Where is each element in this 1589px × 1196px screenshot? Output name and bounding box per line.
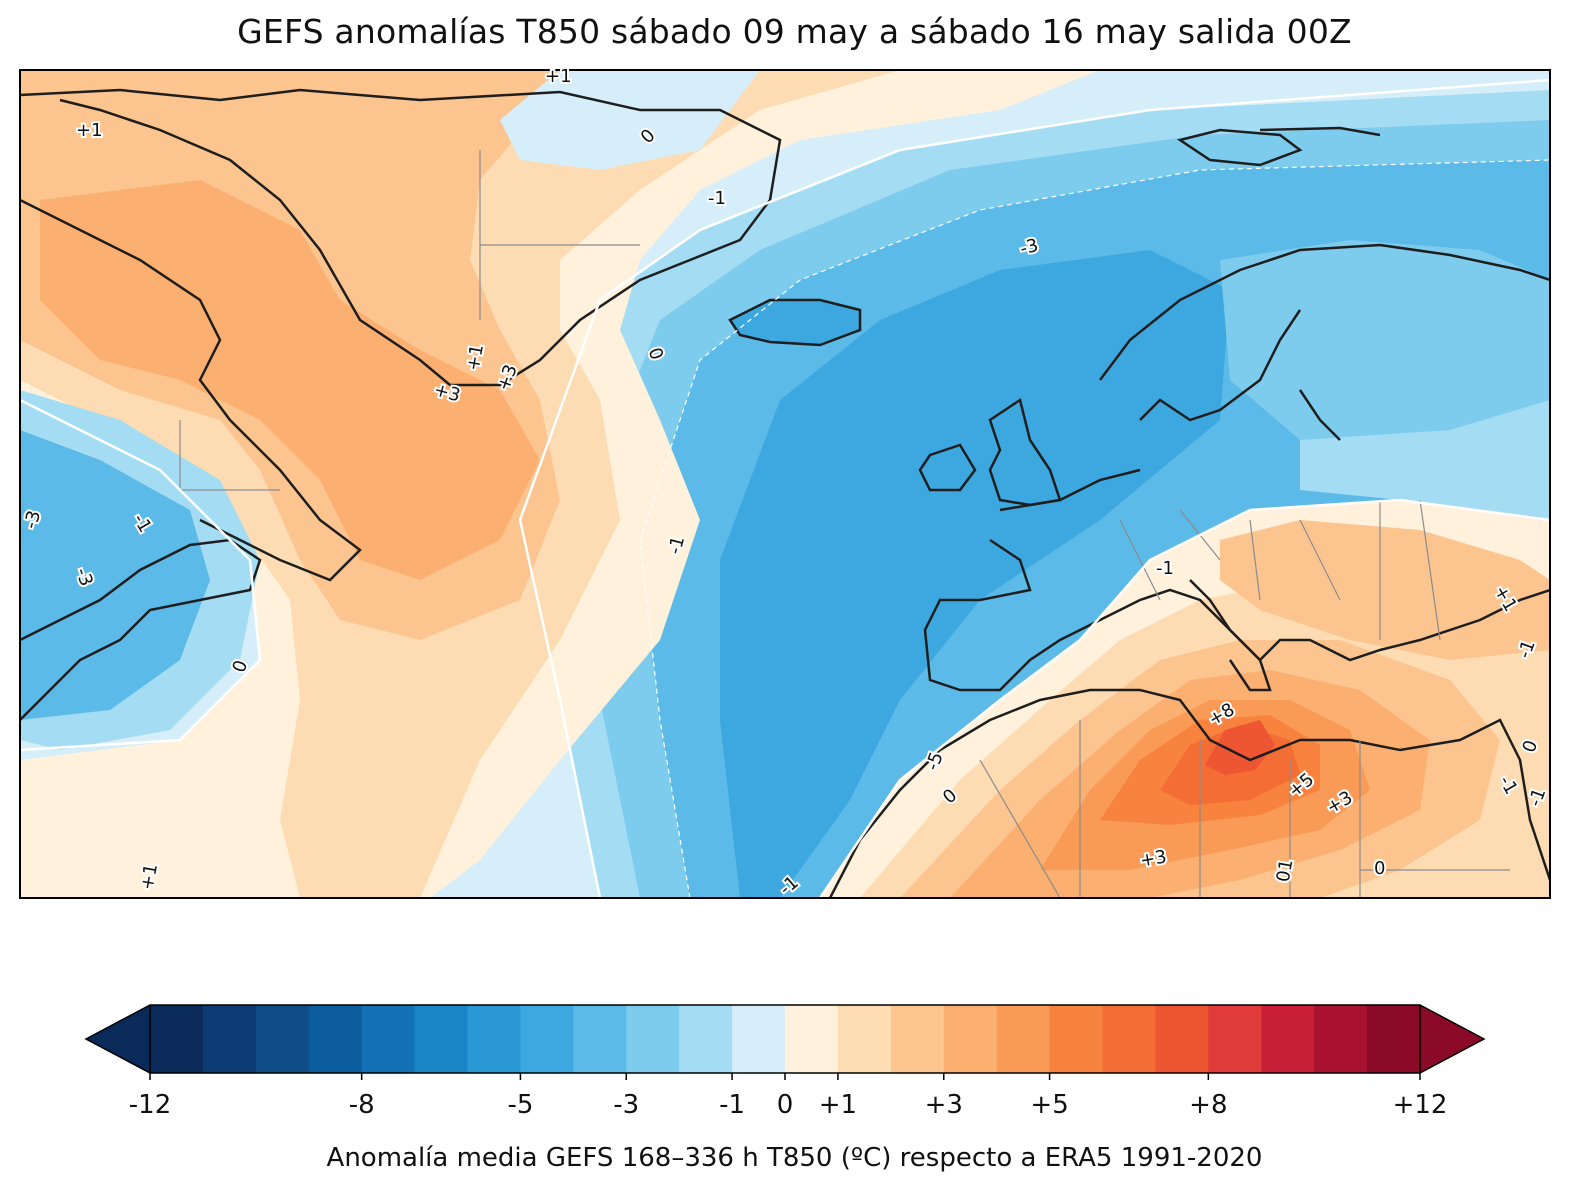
colorbar-tick-label: -12 bbox=[129, 1090, 171, 1120]
colorbar-cell bbox=[361, 1005, 416, 1073]
contour-minus3 bbox=[639, 159, 1550, 898]
colorbar-cell bbox=[1261, 1005, 1315, 1073]
colorbar-cell bbox=[837, 1005, 892, 1073]
colorbar-tick-label: -1 bbox=[719, 1090, 745, 1120]
colorbar-ticks: -12 -8 -5 -3 -1 0 +1 +3 +5 +8 +12 bbox=[129, 1073, 1448, 1120]
coastline-svalbard bbox=[1176, 126, 1381, 167]
colorbar-cell bbox=[414, 1005, 469, 1073]
colorbar-cell bbox=[150, 1005, 204, 1073]
colorbar-arrow-left bbox=[86, 1005, 150, 1073]
colorbar-cell bbox=[255, 1005, 310, 1073]
borders bbox=[179, 150, 1510, 898]
colorbar-tick-label: -3 bbox=[613, 1090, 639, 1120]
anomaly-area-minus-scandinavia bbox=[1220, 240, 1550, 450]
colorbar-cell bbox=[308, 1005, 363, 1073]
coastline-italy bbox=[1189, 579, 1272, 692]
contour-label: -1 bbox=[1156, 558, 1174, 579]
colorbar-cell bbox=[202, 1005, 257, 1073]
coastline-europe bbox=[923, 468, 1550, 692]
coastline-scandinavia bbox=[1099, 243, 1550, 441]
coastline-baffin bbox=[20, 198, 362, 582]
colorbar-cell bbox=[1367, 1005, 1421, 1073]
coastline-iceland bbox=[728, 298, 862, 347]
contour-zero bbox=[20, 78, 1550, 898]
colorbar-tick-label: +12 bbox=[1393, 1090, 1448, 1120]
colorbar-tick-label: -5 bbox=[507, 1090, 533, 1120]
colorbar-cell bbox=[785, 1005, 839, 1073]
colorbar-cell bbox=[520, 1005, 574, 1073]
colorbar-cell bbox=[573, 1005, 627, 1073]
colorbar-outline-left bbox=[84, 1004, 151, 1074]
coastline-north-america bbox=[20, 538, 262, 721]
colorbar-cell bbox=[1049, 1005, 1104, 1073]
colorbar-label: Anomalía media GEFS 168–336 h T850 (ºC) … bbox=[326, 1143, 1263, 1173]
anomaly-area-plus8-south bbox=[1205, 720, 1275, 775]
colorbar-cell bbox=[732, 1005, 786, 1073]
colorbar-tick-label: 0 bbox=[777, 1090, 794, 1120]
anomaly-area-minus-east bbox=[1300, 400, 1550, 520]
colorbar-cell bbox=[467, 1005, 522, 1073]
map-title: GEFS anomalías T850 sábado 09 may a sába… bbox=[237, 12, 1352, 51]
colorbar-tick-label: +1 bbox=[819, 1090, 857, 1120]
colorbar-cell bbox=[1155, 1005, 1209, 1073]
contour-label: 0 bbox=[1374, 858, 1385, 879]
colorbar-arrow-right bbox=[1420, 1005, 1484, 1073]
contour-label: +1 bbox=[545, 66, 572, 87]
colorbar-cell bbox=[943, 1005, 998, 1073]
map-frame bbox=[19, 69, 1551, 899]
colorbar-tick-label: +3 bbox=[925, 1090, 963, 1120]
colorbar-cell bbox=[996, 1005, 1051, 1073]
contour-label: +1 bbox=[76, 120, 103, 141]
colorbar-cell bbox=[1102, 1005, 1157, 1073]
anomaly-area-minus4 bbox=[720, 250, 1230, 898]
colorbar-cell bbox=[1208, 1005, 1262, 1073]
colorbar-cell bbox=[626, 1005, 680, 1073]
colorbar-cell bbox=[890, 1005, 945, 1073]
coastline-ireland bbox=[918, 443, 977, 492]
colorbar-cell bbox=[679, 1005, 733, 1073]
anomaly-area-minus-greenland bbox=[500, 70, 760, 170]
colorbar-outline-right bbox=[1419, 1004, 1486, 1074]
coastline-greenland bbox=[20, 88, 782, 387]
colorbar-tick-label: +5 bbox=[1030, 1090, 1068, 1120]
anomaly-area-minus-nw2 bbox=[20, 430, 210, 720]
colorbar-cell bbox=[1314, 1005, 1368, 1073]
colorbar-cells bbox=[150, 1005, 1421, 1073]
anomaly-area-plus4-west bbox=[40, 180, 540, 580]
contour-label: -1 bbox=[708, 188, 726, 209]
colorbar-tick-label: +8 bbox=[1189, 1090, 1227, 1120]
coastline-africa bbox=[828, 688, 1550, 898]
colorbar-tick-label: -8 bbox=[349, 1090, 375, 1120]
